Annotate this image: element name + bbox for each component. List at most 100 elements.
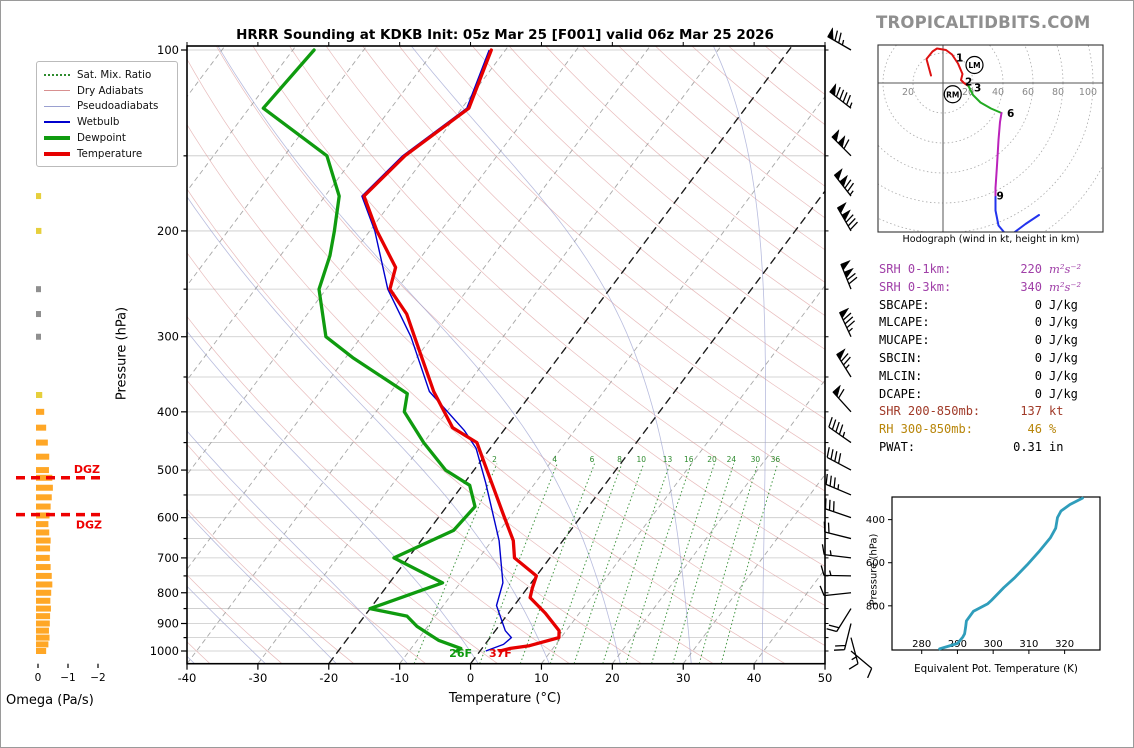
svg-text:300: 300 xyxy=(157,330,179,344)
mixratio-line-sample xyxy=(44,73,70,76)
svg-text:600: 600 xyxy=(157,511,179,525)
stat-unit: J/kg xyxy=(1049,350,1078,365)
svg-text:-30: -30 xyxy=(248,671,267,685)
legend-item-label: Temperature xyxy=(77,147,143,160)
stat-label: SBCAPE: xyxy=(879,297,930,312)
pseudoadiabat-line-sample xyxy=(44,105,70,107)
svg-text:4: 4 xyxy=(552,455,557,464)
svg-text:-20: -20 xyxy=(319,671,338,685)
svg-text:13: 13 xyxy=(663,455,673,464)
stat-unit: in xyxy=(1049,439,1064,454)
omega-axis-title: Omega (Pa/s) xyxy=(6,693,94,708)
stat-value: 0 xyxy=(1034,333,1042,348)
svg-text:2: 2 xyxy=(965,77,972,89)
svg-text:300: 300 xyxy=(984,639,1003,650)
svg-text:20: 20 xyxy=(707,455,717,464)
svg-text:9: 9 xyxy=(997,191,1004,203)
legend-item-label: Pseudoadiabats xyxy=(77,100,159,113)
stat-row: SBCIN: 0 J/kg xyxy=(879,351,1101,369)
svg-text:1: 1 xyxy=(956,53,963,65)
stat-label: SHR 200-850mb: xyxy=(879,404,981,419)
svg-text:10: 10 xyxy=(534,671,549,685)
stat-row: MUCAPE: 0 J/kg xyxy=(879,333,1101,351)
stat-row: RH 300-850mb: 46% xyxy=(879,422,1101,440)
svg-text:60: 60 xyxy=(1022,87,1034,98)
stat-value: 0 xyxy=(1034,368,1042,383)
stat-unit: J/kg xyxy=(1049,333,1078,348)
legend-item-label: Dry Adiabats xyxy=(77,84,144,97)
stat-unit: m²s⁻² xyxy=(1049,262,1082,276)
stat-row: SHR 200-850mb: 137 kt xyxy=(879,404,1101,422)
svg-text:1000: 1000 xyxy=(150,644,179,658)
svg-text:2: 2 xyxy=(492,455,497,464)
legend-item-label: Dewpoint xyxy=(77,132,126,145)
thetae-yaxis-title: Pressure (hPa) xyxy=(868,533,880,606)
skewt-yaxis-title: Pressure (hPa) xyxy=(114,306,130,401)
legend-item-label: Sat. Mix. Ratio xyxy=(77,68,152,81)
svg-text:700: 700 xyxy=(157,551,179,565)
svg-text:LM: LM xyxy=(968,61,980,70)
svg-text:280: 280 xyxy=(912,639,931,650)
svg-text:310: 310 xyxy=(1019,639,1038,650)
stat-label: PWAT: xyxy=(879,439,916,454)
svg-text:26F: 26F xyxy=(449,647,472,660)
stat-value: 220 xyxy=(1020,262,1042,276)
wetbulb-line-sample xyxy=(44,121,70,124)
stat-value: 0 xyxy=(1034,350,1042,365)
svg-text:200: 200 xyxy=(157,224,179,238)
stat-value: 137 xyxy=(1020,404,1042,419)
legend-box: Sat. Mix. Ratio Dry Adiabats Pseudoadiabat… xyxy=(36,61,178,167)
legend-item: Wetbulb xyxy=(44,114,170,130)
stat-row: SBCAPE: 0 J/kg xyxy=(879,298,1101,316)
svg-text:20: 20 xyxy=(962,87,974,98)
svg-text:600: 600 xyxy=(866,558,885,569)
stat-unit: J/kg xyxy=(1049,315,1078,330)
svg-text:20: 20 xyxy=(605,671,620,685)
hodograph-caption: Hodograph (wind in kt, height in km) xyxy=(902,234,1080,245)
skewt-xaxis-title: Temperature (°C) xyxy=(448,691,562,706)
svg-text:6: 6 xyxy=(590,455,595,464)
svg-text:6: 6 xyxy=(1007,108,1014,120)
svg-text:320: 320 xyxy=(1055,639,1074,650)
page-title: HRRR Sounding at KDKB Init: 05z Mar 25 [… xyxy=(236,27,774,43)
stat-unit: % xyxy=(1049,422,1057,437)
svg-text:36: 36 xyxy=(771,455,781,464)
watermark-text: TROPICALTIDBITS.COM xyxy=(876,13,1091,32)
svg-text:500: 500 xyxy=(157,463,179,477)
stat-row: MLCAPE: 0 J/kg xyxy=(879,315,1101,333)
dryadiabat-line-sample xyxy=(44,90,70,92)
temperature-line-sample xyxy=(44,151,70,156)
legend-item: Sat. Mix. Ratio xyxy=(44,67,170,83)
stat-label: SBCIN: xyxy=(879,350,923,365)
stat-label: SRH 0-3km: xyxy=(879,279,952,294)
svg-text:800: 800 xyxy=(157,586,179,600)
dewpoint-line-sample xyxy=(44,136,70,141)
svg-text:RM: RM xyxy=(946,90,959,99)
svg-text:800: 800 xyxy=(866,601,885,612)
svg-text:16: 16 xyxy=(684,455,694,464)
stat-label: DCAPE: xyxy=(879,386,923,401)
stat-label: SRH 0-1km: xyxy=(879,262,952,276)
svg-text:10: 10 xyxy=(637,455,647,464)
svg-text:8: 8 xyxy=(617,455,622,464)
stat-unit: J/kg xyxy=(1049,368,1078,383)
legend-item: Dewpoint xyxy=(44,130,170,146)
stat-value: 0 xyxy=(1034,297,1042,312)
svg-text:400: 400 xyxy=(866,515,885,526)
stat-unit: m²s⁻² xyxy=(1049,279,1082,294)
stat-unit: J/kg xyxy=(1049,297,1078,312)
stat-label: RH 300-850mb: xyxy=(879,422,973,437)
svg-text:−1: −1 xyxy=(60,672,75,684)
svg-text:0: 0 xyxy=(35,672,42,684)
stat-label: MUCAPE: xyxy=(879,333,930,348)
thetae-xaxis-title: Equivalent Pot. Temperature (K) xyxy=(914,663,1078,675)
legend-item-label: Wetbulb xyxy=(77,116,120,129)
svg-text:3: 3 xyxy=(974,83,981,95)
stats-panel: SRH 0-1km: 220 m²s⁻² SRH 0-3km: 340 m²s⁻² SBCA… xyxy=(879,262,1101,458)
stat-value: 340 xyxy=(1020,279,1042,294)
svg-text:30: 30 xyxy=(676,671,691,685)
svg-text:-40: -40 xyxy=(178,671,197,685)
svg-text:0: 0 xyxy=(467,671,474,685)
stat-row: SRH 0-3km: 340 m²s⁻² xyxy=(879,280,1101,298)
svg-text:50: 50 xyxy=(818,671,833,685)
